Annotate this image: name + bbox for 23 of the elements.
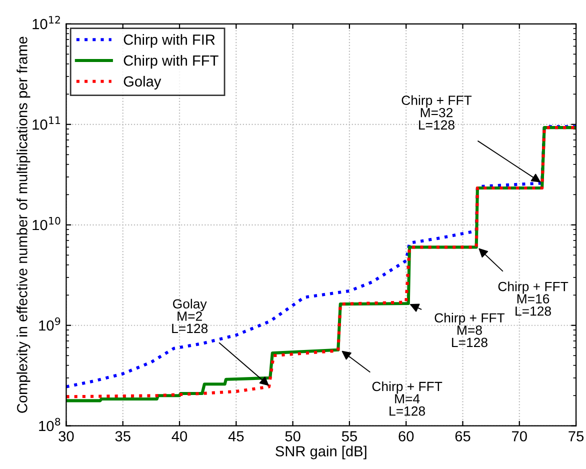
x-tick-label: 75 [568, 431, 584, 442]
y-tick-label: 10$^{12}$ [32, 16, 60, 30]
annotation: Chirp + FFT M=4 L=128 [372, 381, 442, 416]
x-tick-label: 70 [512, 431, 527, 442]
y-tick-label: 10$^{11}$ [32, 116, 60, 130]
y-tick-label: 10$^{8}$ [39, 418, 60, 432]
x-tick-label: 65 [455, 431, 470, 442]
x-axis-title: SNR gain [dB] [276, 446, 366, 460]
x-tick-label: 45 [228, 431, 244, 442]
y-axis-title: Complexity in effective number of multiplications per frame [16, 36, 30, 413]
x-tick-label: 30 [58, 431, 74, 442]
annotation: Golay M=2 L=128 [172, 298, 208, 334]
x-tick-label: 40 [172, 431, 188, 442]
legend-label: Chirp with FFT [124, 55, 218, 69]
y-tick-label: 10$^{9}$ [39, 317, 60, 331]
annotation: Chirp + FFT M=32 L=128 [402, 95, 472, 130]
legend-label: Chirp with FIR [124, 34, 215, 48]
legend-label: Golay [124, 76, 162, 90]
x-tick-label: 50 [285, 431, 300, 442]
y-tick-label: 10$^{10}$ [32, 216, 60, 230]
x-tick-label: 60 [398, 431, 414, 442]
x-tick-label: 55 [342, 431, 357, 442]
x-tick-label: 35 [115, 431, 130, 442]
